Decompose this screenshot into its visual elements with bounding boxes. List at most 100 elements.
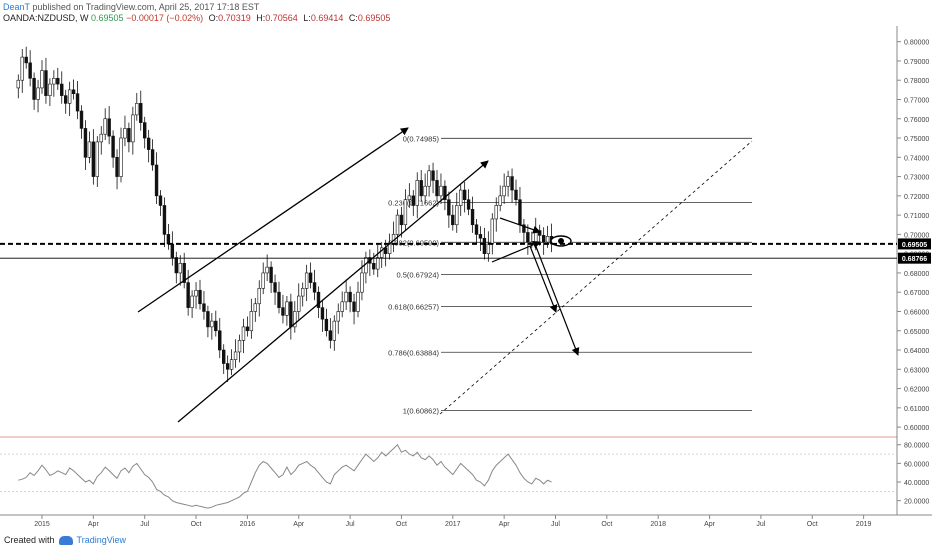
candle-body xyxy=(435,180,439,197)
candle-body xyxy=(44,70,48,96)
price-tick-label: 0.65000 xyxy=(904,329,929,336)
candle-body xyxy=(56,77,60,85)
candle-body xyxy=(182,262,186,283)
price-tick-label: 0.68000 xyxy=(904,271,929,278)
candle-body xyxy=(237,340,242,353)
candle-body xyxy=(293,311,297,328)
candle-body xyxy=(146,137,151,150)
low-value: 0.69414 xyxy=(310,13,344,23)
candle-body xyxy=(395,214,400,235)
candle-body xyxy=(150,149,155,166)
candle-body xyxy=(28,62,32,79)
price-level-lines[interactable] xyxy=(0,242,897,259)
candle-body xyxy=(139,103,143,123)
candle-body xyxy=(541,235,546,243)
price-tags: 0.69505 0.68766 xyxy=(898,238,931,264)
candle-body xyxy=(522,224,526,233)
tradingview-brand[interactable]: TradingView xyxy=(76,535,127,545)
candle-body xyxy=(123,128,127,139)
candle-body xyxy=(403,199,408,226)
time-tick-label: Jul xyxy=(756,521,765,528)
low-label: L: xyxy=(303,13,311,23)
rsi-tick-label: 40.0000 xyxy=(904,480,929,487)
candle-body xyxy=(411,195,415,206)
time-axis[interactable]: 2015 Apr Jul Oct 2016 Apr Jul Oct 2017 Apr Jul Oct 2… xyxy=(34,515,871,528)
candle-body xyxy=(506,176,510,187)
candle-body xyxy=(427,170,431,187)
candle-body xyxy=(510,176,514,191)
level-price-tag: 0.68766 xyxy=(902,256,927,263)
candle-body xyxy=(64,95,68,104)
author-link[interactable]: DeanT xyxy=(3,2,30,12)
open-label: O: xyxy=(208,13,219,23)
candle-body xyxy=(178,262,182,274)
price-tick-label: 0.74000 xyxy=(904,155,929,162)
candle-body xyxy=(218,330,222,351)
channel-upper-trendline[interactable] xyxy=(137,127,409,313)
candle-body xyxy=(257,288,261,305)
candle-body xyxy=(67,89,72,104)
candle-body xyxy=(372,262,376,270)
time-tick-label: Jul xyxy=(140,521,149,528)
candle-body xyxy=(214,320,218,332)
candle-body xyxy=(451,214,455,226)
time-tick-label: Apr xyxy=(88,521,100,528)
candle-body xyxy=(202,303,206,312)
fib-level-label: 1(0.60862) xyxy=(403,406,440,415)
candle-body xyxy=(269,266,273,283)
fib-level-label: 0.786(0.63884) xyxy=(388,348,439,357)
triangle-lower-line[interactable] xyxy=(491,241,541,263)
candle-body xyxy=(131,114,135,143)
candle-body xyxy=(273,282,277,293)
candle-body xyxy=(32,77,36,100)
projection-arrow-1[interactable] xyxy=(529,245,558,313)
candle-body xyxy=(119,137,123,177)
candle-body xyxy=(277,291,281,308)
time-tick-label: Apr xyxy=(293,521,305,528)
candle-body xyxy=(206,311,210,328)
candle-body xyxy=(360,272,364,293)
candle-body xyxy=(91,141,96,177)
candle-body xyxy=(316,291,321,308)
candle-body xyxy=(300,288,305,297)
candle-body xyxy=(111,135,115,158)
level-price-tag-bg xyxy=(898,252,931,264)
rsi-tick-label: 20.0000 xyxy=(904,499,929,506)
price-axis[interactable]: 0.80000 0.79000 0.78000 0.77000 0.76000 0.750… xyxy=(897,40,929,432)
candle-body xyxy=(494,205,498,220)
candle-body xyxy=(379,247,384,258)
candle-body xyxy=(87,141,92,158)
open-value: 0.70319 xyxy=(218,13,251,23)
price-tick-label: 0.64000 xyxy=(904,348,929,355)
created-with-label: Created with xyxy=(4,535,55,545)
rsi-line[interactable] xyxy=(18,443,552,509)
price-change: −0.00017 (−0.02%) xyxy=(126,13,204,23)
projection-arrow-2[interactable] xyxy=(534,243,580,356)
triangle-upper-line[interactable] xyxy=(499,217,541,234)
candle-body xyxy=(24,56,28,64)
price-tick-label: 0.62000 xyxy=(904,387,929,394)
price-tick-label: 0.61000 xyxy=(904,406,929,413)
time-tick-label: Oct xyxy=(191,521,202,528)
candle-body xyxy=(324,318,329,332)
candle-body xyxy=(95,141,100,177)
candle-body xyxy=(376,257,380,270)
price-tick-label: 0.80000 xyxy=(904,40,929,47)
candle-body xyxy=(462,189,467,201)
candle-body xyxy=(186,282,190,308)
close-label: C: xyxy=(348,13,358,23)
published-text: published on TradingView.com, April 25, … xyxy=(32,2,260,12)
price-tick-label: 0.67000 xyxy=(904,290,929,297)
main-pane[interactable] xyxy=(0,26,897,436)
candle-body xyxy=(170,243,175,258)
candle-body xyxy=(241,326,246,341)
candle-body xyxy=(222,349,226,364)
candle-body xyxy=(328,330,333,341)
fib-level-label: 0.5(0.67924) xyxy=(396,270,439,279)
rsi-indicator[interactable]: 80.0000 60.0000 40.0000 20.0000 xyxy=(0,443,929,509)
time-tick-label: 2018 xyxy=(650,521,666,528)
candle-body xyxy=(166,234,171,245)
candle-body xyxy=(249,311,254,332)
channel-lower-trendline[interactable] xyxy=(177,160,489,423)
